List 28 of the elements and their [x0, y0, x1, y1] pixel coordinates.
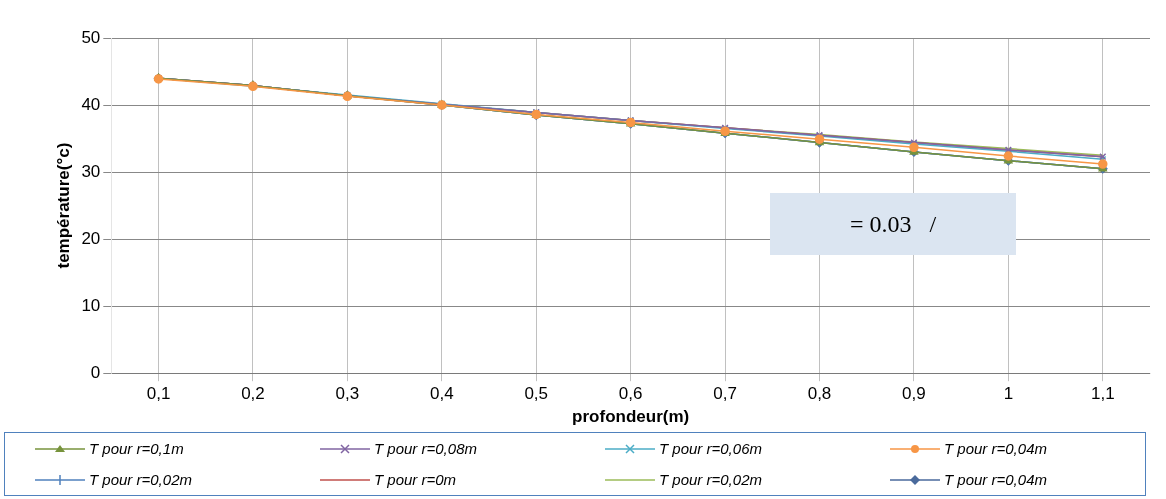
y-tick-label: 30 — [81, 161, 101, 181]
y-tick-label: 50 — [81, 27, 101, 47]
x-tick-label: 0,3 — [335, 384, 360, 404]
legend-label: T pour r=0,02m — [659, 471, 762, 488]
legend-label: T pour r=0m — [374, 471, 457, 488]
text-box: = 0.03 / — [770, 193, 1016, 255]
legend-label: T pour r=0,04m — [944, 471, 1047, 488]
x-tick-label: 0,9 — [902, 384, 926, 404]
y-axis-title: température(°c) — [53, 142, 73, 269]
legend-label: T pour r=0,02m — [89, 471, 192, 488]
x-tick-label: 0,4 — [429, 384, 454, 404]
y-tick-label: 0 — [90, 362, 101, 382]
x-tick-label: 0,5 — [524, 384, 549, 404]
legend-label: T pour r=0,04m — [944, 440, 1047, 457]
x-axis-title: profondeur(m) — [572, 407, 690, 427]
x-tick-label: 0,1 — [146, 384, 171, 404]
x-tick-label: 1,1 — [1090, 384, 1115, 404]
x-tick-label: 0,6 — [618, 384, 643, 404]
legend-label: T pour r=0,1m — [89, 440, 184, 457]
x-tick-label: 0,8 — [807, 384, 832, 404]
y-tick-label: 40 — [81, 94, 101, 114]
x-tick-label: 0,2 — [241, 384, 265, 404]
legend-label: T pour r=0,06m — [659, 440, 762, 457]
y-tick-label: 10 — [81, 295, 101, 315]
y-tick-label: 20 — [81, 228, 101, 248]
x-tick-label: 0,7 — [713, 384, 737, 404]
x-tick-label: 1 — [1003, 384, 1014, 404]
legend-label: T pour r=0,08m — [374, 440, 477, 457]
